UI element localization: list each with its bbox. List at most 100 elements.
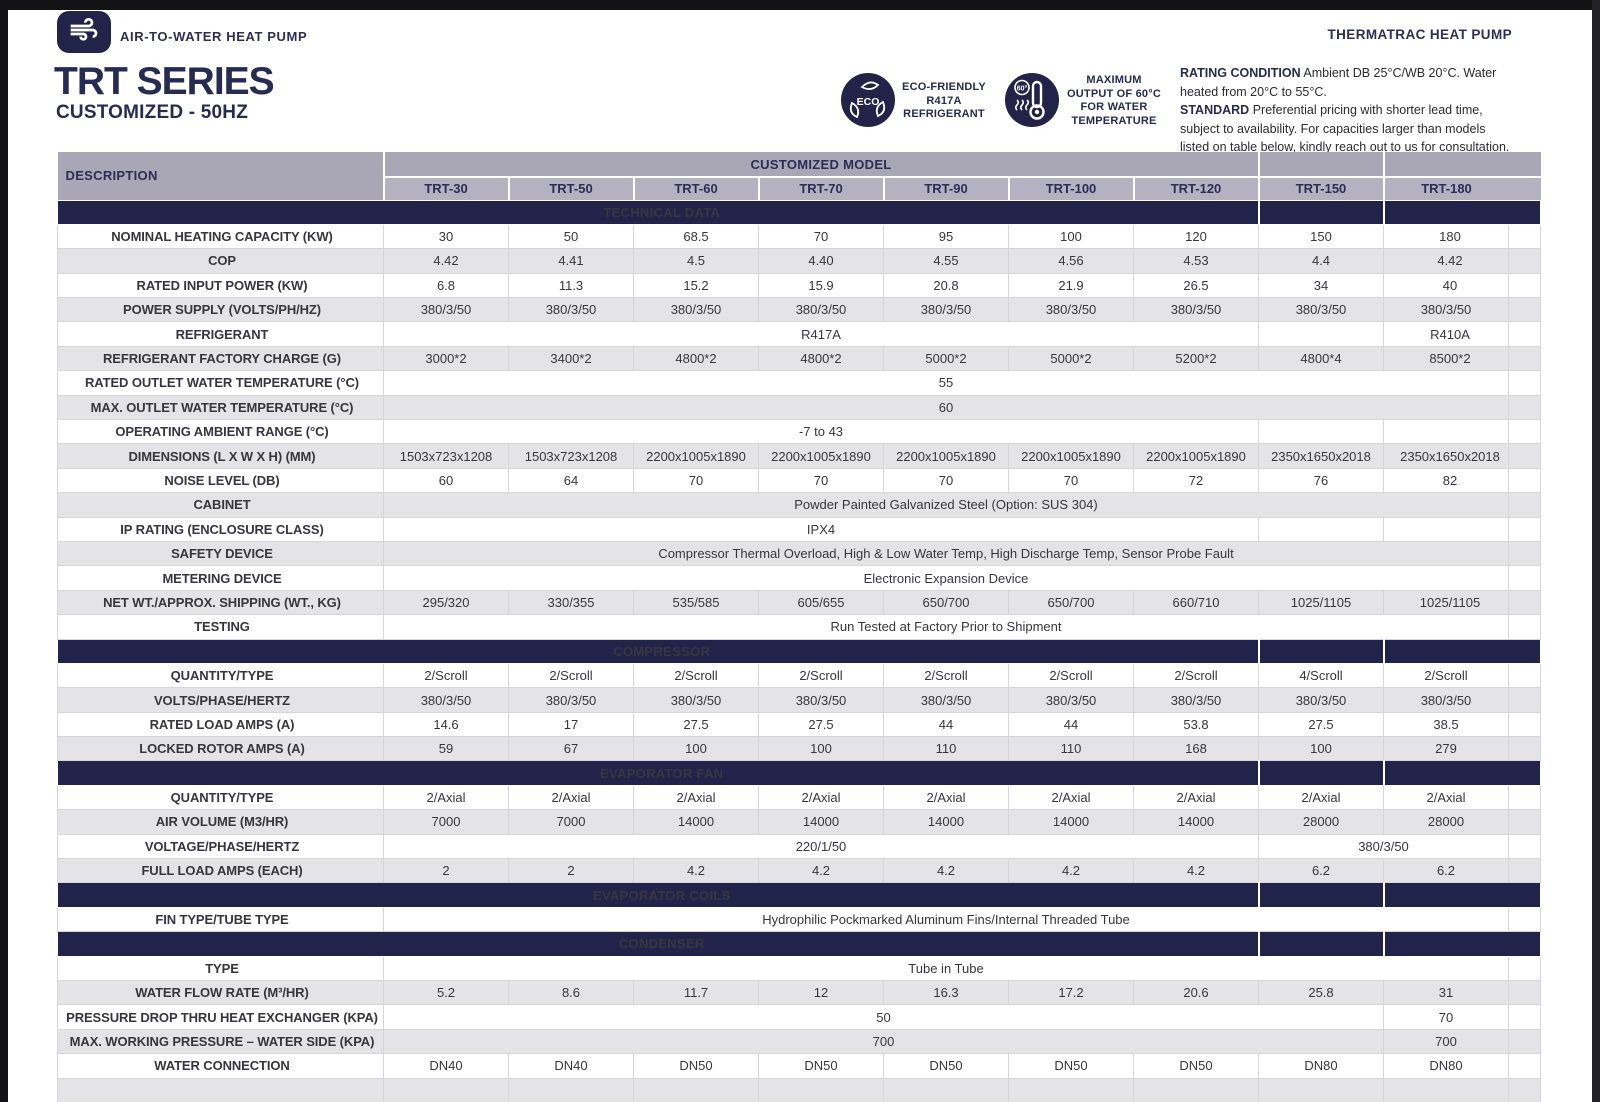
spec-cell: 650/700 xyxy=(1008,589,1134,616)
table-row: NOMINAL HEATING CAPACITY (KW) 30 50 68.5 70 9… xyxy=(57,223,1541,250)
spec-cell: 2/Scroll xyxy=(508,662,634,689)
standard-label: STANDARD xyxy=(1180,103,1250,117)
spec-cell: 295/320 xyxy=(383,589,509,616)
group-header: CUSTOMIZED MODEL xyxy=(382,152,1259,177)
spec-cell-spacer xyxy=(1508,687,1541,713)
section-header-spacer xyxy=(1257,638,1384,664)
spec-cell: Compressor Thermal Overload, High & Low … xyxy=(383,540,1509,567)
spec-cell: 30 xyxy=(383,223,509,250)
spec-cell: 2350x1650x2018 xyxy=(1258,443,1384,469)
spec-cell xyxy=(383,1077,509,1102)
spec-cell: 31 xyxy=(1383,979,1509,1006)
spec-cell-spacer xyxy=(1508,1004,1541,1030)
table-row: WATER CONNECTION DN40 DN40 DN50 DN50 DN50 DN50… xyxy=(57,1053,1541,1079)
table-row: RATED INPUT POWER (KW) 6.8 11.3 15.2 15.9 20.… xyxy=(57,272,1541,299)
model-header-trt-90: TRT-90 xyxy=(882,176,1009,200)
spec-cell: 380/3/50 xyxy=(1383,297,1509,323)
spec-cell: 4.41 xyxy=(508,248,634,274)
spec-cell: 2200x1005x1890 xyxy=(633,443,759,469)
spec-cell: 2/Axial xyxy=(1008,784,1134,811)
spec-cell: 605/655 xyxy=(758,589,884,616)
spec-cell: 380/3/50 xyxy=(508,687,634,713)
spec-cell-spacer xyxy=(1508,955,1541,982)
row-label: RATED OUTLET WATER TEMPERATURE (°C) xyxy=(57,370,384,396)
spec-cell: 4800*4 xyxy=(1258,345,1384,372)
spec-cell: R410A xyxy=(1383,321,1509,347)
spec-cell: 67 xyxy=(508,736,634,762)
page-edge-right xyxy=(1592,0,1600,1102)
spec-cell: 380/3/50 xyxy=(1133,297,1259,323)
spec-cell: 4.5 xyxy=(633,248,759,274)
table-row: METERING DEVICE Electronic Expansion Devi… xyxy=(57,565,1541,591)
section-row: CONDENSER xyxy=(57,931,1541,957)
spec-cell: 2/Scroll xyxy=(883,662,1009,689)
spec-cell: DN50 xyxy=(1008,1053,1134,1079)
section-header-spacer xyxy=(1257,882,1384,908)
standard-text: Preferential pricing with shorter lead t… xyxy=(1180,103,1510,154)
model-header-spacer xyxy=(1508,176,1541,200)
row-label: REFRIGERANT FACTORY CHARGE (G) xyxy=(57,345,384,372)
spec-cell xyxy=(1258,321,1384,347)
spec-cell: 380/3/50 xyxy=(383,297,509,323)
spec-cell: 28000 xyxy=(1383,809,1509,835)
table-row: RATED OUTLET WATER TEMPERATURE (°C) 55 xyxy=(57,370,1541,396)
row-label: RATED INPUT POWER (KW) xyxy=(57,272,384,299)
spec-cell-spacer xyxy=(1508,711,1541,738)
spec-cell: 380/3/50 xyxy=(508,297,634,323)
row-label: RATED LOAD AMPS (A) xyxy=(57,711,384,738)
section-row: EVAPORATOR COILS xyxy=(57,882,1541,908)
svg-text:60°: 60° xyxy=(1017,85,1028,93)
spec-cell-spacer xyxy=(1508,443,1541,469)
section-header: COMPRESSOR xyxy=(57,638,1259,664)
spec-cell-spacer xyxy=(1508,394,1541,421)
spec-cell: 110 xyxy=(883,736,1009,762)
spec-cell-spacer xyxy=(1508,492,1541,518)
spec-cell: 53.8 xyxy=(1133,711,1259,738)
spec-cell-spacer xyxy=(1508,467,1541,494)
table-row: TYPE Tube in Tube xyxy=(57,955,1541,982)
row-label: WATER FLOW RATE (M³/HR) xyxy=(57,979,384,1006)
max-output-badge-icon: 60° xyxy=(1002,70,1062,130)
row-label: OPERATING AMBIENT RANGE (°C) xyxy=(57,419,384,445)
table-row: POWER SUPPLY (VOLTS/PH/HZ) 380/3/50 380/3/… xyxy=(57,297,1541,323)
spec-cell: 7000 xyxy=(383,809,509,835)
spec-cell: 3400*2 xyxy=(508,345,634,372)
spec-cell: Run Tested at Factory Prior to Shipment xyxy=(383,614,1509,640)
spec-cell: -7 to 43 xyxy=(383,419,1259,445)
spec-cell: 4.56 xyxy=(1008,248,1134,274)
model-header-trt-100: TRT-100 xyxy=(1007,176,1134,200)
spec-cell: 15.9 xyxy=(758,272,884,299)
model-header-row: TRT-30 TRT-50 TRT-60 TRT-70 TRT-90 TRT-100 TRT… xyxy=(58,176,1541,200)
spec-cell: 25.8 xyxy=(1258,979,1384,1006)
table-row: VOLTS/PHASE/HERTZ 380/3/50 380/3/50 380/3/5… xyxy=(57,687,1541,713)
spec-cell-spacer xyxy=(1508,272,1541,299)
spec-cell: 2/Scroll xyxy=(1133,662,1259,689)
spec-cell: 4.53 xyxy=(1133,248,1259,274)
row-label: POWER SUPPLY (VOLTS/PH/HZ) xyxy=(57,297,384,323)
row-label: NET WT./APPROX. SHIPPING (WT., KG) xyxy=(57,589,384,616)
spec-cell: 60 xyxy=(383,467,509,494)
spec-cell: 2/Scroll xyxy=(1383,662,1509,689)
spec-cell-spacer xyxy=(1508,419,1541,445)
spec-cell: 60 xyxy=(383,394,1509,421)
model-header-trt-180: TRT-180 xyxy=(1382,176,1509,200)
spec-cell: 27.5 xyxy=(758,711,884,738)
spec-cell: 17 xyxy=(508,711,634,738)
spec-cell: 380/3/50 xyxy=(883,297,1009,323)
spec-cell-spacer xyxy=(1508,370,1541,396)
spec-cell: 70 xyxy=(883,467,1009,494)
spec-cell: 1025/1105 xyxy=(1383,589,1509,616)
section-header-spacer xyxy=(1382,931,1541,957)
spec-cell: 2200x1005x1890 xyxy=(758,443,884,469)
spec-cell: 2/Axial xyxy=(383,784,509,811)
spec-cell: 50 xyxy=(383,1004,1384,1030)
row-label: METERING DEVICE xyxy=(57,565,384,591)
spec-cell: 11.3 xyxy=(508,272,634,299)
spec-cell-spacer xyxy=(1508,565,1541,591)
row-label: DIMENSIONS (L X W X H) (MM) xyxy=(57,443,384,469)
spec-cell: 6.2 xyxy=(1258,858,1384,884)
table-row: IP RATING (ENCLOSURE CLASS) IPX4 xyxy=(57,516,1541,542)
section-header-spacer xyxy=(1257,760,1384,786)
spec-cell: 4800*2 xyxy=(633,345,759,372)
spec-cell: 38.5 xyxy=(1383,711,1509,738)
